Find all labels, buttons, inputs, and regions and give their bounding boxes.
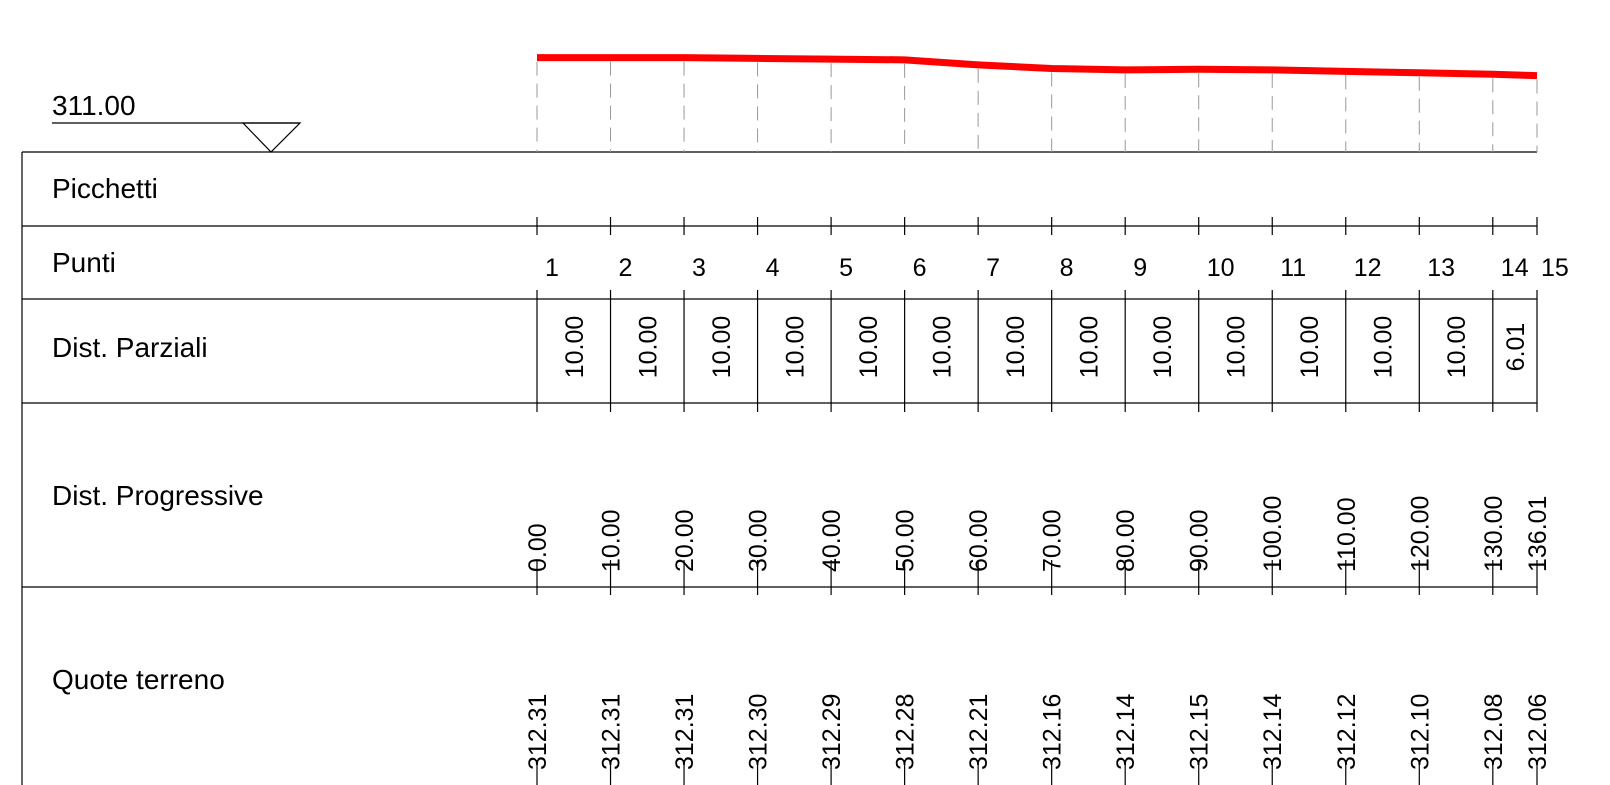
point-label: 13 <box>1427 254 1455 282</box>
elevation: 312.15 <box>1186 694 1214 770</box>
point-label: 8 <box>1060 254 1074 282</box>
point-label: 1 <box>545 254 559 282</box>
partial-distance: 10.00 <box>1296 316 1324 379</box>
partial-distance: 10.00 <box>634 316 662 379</box>
partial-distance: 10.00 <box>708 316 736 379</box>
point-label: 12 <box>1354 254 1382 282</box>
point-label: 11 <box>1280 254 1306 282</box>
elevation: 312.31 <box>598 694 626 770</box>
partial-distance: 10.00 <box>1370 316 1398 379</box>
progressive-distance: 100.00 <box>1259 496 1287 572</box>
progressive-distance: 120.00 <box>1406 496 1434 572</box>
point-label: 3 <box>692 254 706 282</box>
point-label: 15 <box>1541 254 1569 282</box>
progressive-distance: 40.00 <box>818 509 846 572</box>
point-label: 7 <box>986 254 1000 282</box>
point-label: 2 <box>619 254 633 282</box>
progressive-distance: 80.00 <box>1112 509 1140 572</box>
progressive-distance: 20.00 <box>671 509 699 572</box>
point-label: 4 <box>766 254 780 282</box>
progressive-distance: 60.00 <box>965 509 993 572</box>
progressive-distance: 90.00 <box>1186 509 1214 572</box>
partial-distance: 10.00 <box>1149 316 1177 379</box>
row-label: Dist. Parziali <box>52 332 208 363</box>
datum-marker <box>241 122 302 153</box>
point-label: 10 <box>1207 254 1235 282</box>
partial-distance: 10.00 <box>928 316 956 379</box>
point-label: 5 <box>839 254 853 282</box>
progressive-distance: 136.01 <box>1524 496 1552 572</box>
point-label: 6 <box>913 254 927 282</box>
elevation: 312.28 <box>892 694 920 770</box>
partial-distance: 10.00 <box>1222 316 1250 379</box>
elevation: 312.29 <box>818 694 846 770</box>
elevation: 312.21 <box>965 694 993 770</box>
progressive-distance: 70.00 <box>1039 509 1067 572</box>
elevation: 312.31 <box>671 694 699 770</box>
partial-distance: 10.00 <box>855 316 883 379</box>
row-label: Dist. Progressive <box>52 480 264 511</box>
ground-profile <box>537 54 1538 80</box>
elevation: 312.31 <box>524 694 552 770</box>
progressive-distance: 130.00 <box>1480 496 1508 572</box>
partial-distance: 10.00 <box>1075 316 1103 379</box>
elevation: 312.16 <box>1039 694 1067 770</box>
elevation: 312.12 <box>1333 694 1361 770</box>
elevation: 312.14 <box>1112 693 1140 770</box>
row-label: Quote terreno <box>52 664 225 695</box>
progressive-distance: 10.00 <box>598 509 626 572</box>
elevation: 312.06 <box>1524 694 1552 770</box>
partial-distance: 10.00 <box>1443 316 1471 379</box>
elevation: 312.30 <box>745 694 773 770</box>
progressive-distance: 110.00 <box>1333 497 1361 572</box>
progressive-distance: 30.00 <box>745 509 773 572</box>
elevation: 312.14 <box>1259 693 1287 770</box>
progressive-distance: 0.00 <box>524 523 552 572</box>
row-label: Punti <box>52 247 116 278</box>
partial-distance: 10.00 <box>781 316 809 379</box>
partial-distance: 10.00 <box>561 316 589 379</box>
partial-distance: 6.01 <box>1502 323 1530 372</box>
elevation: 312.10 <box>1406 694 1434 770</box>
progressive-distance: 50.00 <box>892 509 920 572</box>
row-label: Picchetti <box>52 173 158 204</box>
point-label: 14 <box>1501 254 1529 282</box>
point-label: 9 <box>1133 254 1147 282</box>
partial-distance: 10.00 <box>1002 316 1030 379</box>
elevation: 312.08 <box>1480 694 1508 770</box>
datum-label: 311.00 <box>52 90 136 121</box>
